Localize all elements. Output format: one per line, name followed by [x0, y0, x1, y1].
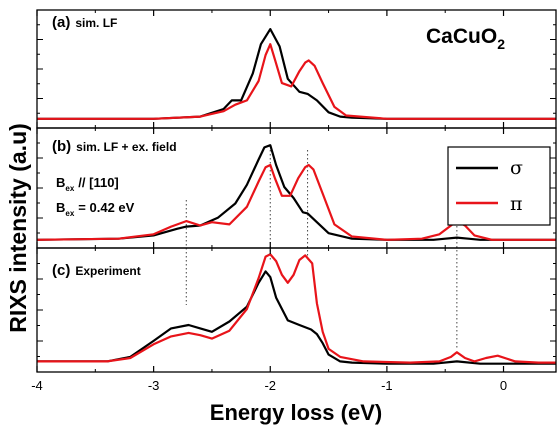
- field-magnitude-annotation: Bex = 0.42 eV: [56, 200, 135, 218]
- panel-a-curve-pi: [37, 43, 556, 120]
- panel-b-label: (b) sim. LF + ex. field Bex // [110] Bex = …: [52, 138, 177, 218]
- legend: σ π: [447, 146, 551, 226]
- panel-c-letter: (c): [52, 262, 70, 279]
- x-axis-label: Energy loss (eV): [210, 400, 382, 425]
- x-tick-label: -1: [381, 378, 393, 393]
- x-tick-label: -4: [31, 378, 43, 393]
- compound-formula-subscript: 2: [497, 36, 505, 52]
- legend-sigma-label: σ: [510, 157, 523, 179]
- x-tick-labels: -4 -3 -2 -1 0: [31, 378, 507, 393]
- panel-a-letter: (a): [52, 14, 70, 31]
- panel-a-title: sim. LF: [75, 16, 117, 30]
- field-magnitude-value: = 0.42 eV: [78, 200, 134, 215]
- field-direction-value: // [110]: [78, 175, 118, 190]
- panel-a-label: (a) sim. LF: [52, 14, 117, 31]
- axis-ticks: [36, 10, 556, 372]
- x-tick-label: 0: [500, 378, 507, 393]
- x-tick-label: -3: [148, 378, 160, 393]
- field-direction-symbol: B: [56, 175, 65, 190]
- panel-c-label: (c) Experiment: [52, 262, 141, 279]
- panel-b-title: sim. LF + ex. field: [76, 140, 176, 154]
- svg-text:(c)Experiment: (c) Experiment: [52, 262, 141, 279]
- field-magnitude-subscript: ex: [65, 209, 74, 218]
- field-magnitude-symbol: B: [56, 200, 65, 215]
- field-direction-annotation: Bex // [110]: [56, 175, 119, 193]
- field-direction-subscript: ex: [65, 184, 74, 193]
- panel-c-curve-sigma: [37, 270, 556, 365]
- legend-box: [447, 146, 551, 226]
- compound-formula: CaCuO2: [426, 25, 505, 52]
- panel-b-curve-sigma: [36, 144, 556, 241]
- svg-text:(b)sim. LF + ex. field: (b) sim. LF + ex. field: [52, 138, 177, 155]
- svg-text:(a)sim. LF: (a) sim. LF: [52, 14, 117, 31]
- panel-c-title: Experiment: [75, 264, 140, 278]
- reference-lines: [185, 150, 458, 348]
- x-tick-label: -2: [264, 378, 276, 393]
- compound-formula-base: CaCuO: [426, 25, 497, 48]
- legend-pi-label: π: [510, 193, 523, 215]
- panel-c-curve-pi: [37, 253, 556, 364]
- panel-b-letter: (b): [52, 138, 71, 155]
- y-axis-label: RIXS intensity (a.u): [5, 123, 31, 333]
